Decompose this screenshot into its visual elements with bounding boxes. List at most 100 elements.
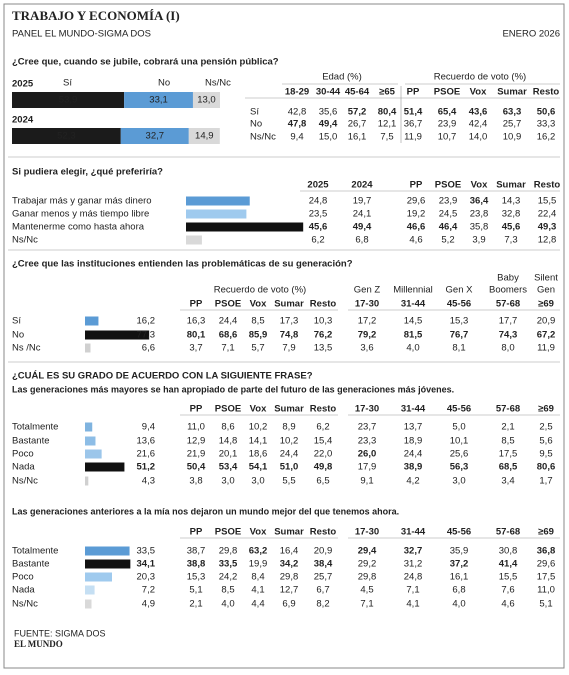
cell: 7,5 xyxy=(380,132,393,143)
cell: 38,7 xyxy=(187,546,206,557)
row-label: Ganar menos y más tiempo libre xyxy=(12,209,149,220)
cell: 8,0 xyxy=(501,343,514,354)
row-label: Bastante xyxy=(12,559,50,570)
row-label: Mantenerme como hasta ahora xyxy=(12,222,145,233)
cell: 41,4 xyxy=(499,559,518,570)
cell: 63,3 xyxy=(503,107,522,118)
column-header: 2024 xyxy=(351,180,373,191)
column-header: 45-56 xyxy=(447,404,471,415)
bar xyxy=(85,599,92,609)
question: ¿Cree que las instituciones entienden la… xyxy=(12,259,353,270)
cell: 34,2 xyxy=(280,559,299,570)
column-header: 17-30 xyxy=(355,299,379,310)
column-header: PSOE xyxy=(215,404,241,415)
cell: 76,2 xyxy=(314,330,333,341)
cell: 8,5 xyxy=(251,316,264,327)
cell: 19,2 xyxy=(407,209,426,220)
cell: 9,5 xyxy=(539,449,552,460)
cell: 5,2 xyxy=(441,235,454,246)
column-header: Vox xyxy=(250,404,267,415)
cell: 4,0 xyxy=(452,599,465,610)
column-header: 45-64 xyxy=(345,87,370,98)
cell: 16,4 xyxy=(280,546,299,557)
cell: 18,6 xyxy=(249,449,268,460)
cell: 29,6 xyxy=(407,196,426,207)
cell: 4,5 xyxy=(360,585,373,596)
cell: 29,8 xyxy=(219,546,238,557)
question: ¿Cree que, cuando se jubile, cobrará una… xyxy=(12,57,279,68)
cell: 24,2 xyxy=(219,572,238,583)
cell: 46,6 xyxy=(407,222,426,233)
value-label: 24,8 xyxy=(309,196,328,207)
column-header: PP xyxy=(190,404,203,415)
cell: 23,8 xyxy=(470,209,489,220)
column-header: Sumar xyxy=(274,299,304,310)
cell: 23,9 xyxy=(439,196,458,207)
legend-label: Ns/Nc xyxy=(205,78,231,89)
cell: 17,9 xyxy=(358,462,377,473)
cell: 4,0 xyxy=(221,599,234,610)
cell: 80,4 xyxy=(378,107,397,118)
row-label: Ns/Nc xyxy=(250,132,276,143)
bar xyxy=(85,343,91,353)
cell: 11,0 xyxy=(537,585,555,596)
column-header: Sumar xyxy=(274,527,304,538)
cell: 47,8 xyxy=(288,119,307,130)
legend-label: No xyxy=(158,78,170,89)
cell: 24,4 xyxy=(219,316,238,327)
bar xyxy=(186,196,250,206)
cell: 11,9 xyxy=(404,132,422,143)
cell: 4,1 xyxy=(406,599,419,610)
cell: 16,1 xyxy=(450,572,469,583)
column-header: 31-44 xyxy=(401,404,426,415)
cell: 43,6 xyxy=(469,107,488,118)
cell: 2,1 xyxy=(501,422,514,433)
cell: 4,0 xyxy=(406,343,419,354)
bar xyxy=(186,222,304,232)
row-label: Sí xyxy=(12,316,21,327)
cell: 26,0 xyxy=(358,449,377,460)
cell: 17,2 xyxy=(358,316,377,327)
column-header: Vox xyxy=(250,527,267,538)
stacked-bar xyxy=(192,92,220,108)
bar xyxy=(85,316,99,326)
cell: 32,7 xyxy=(404,546,423,557)
row-label: Ns/Nc xyxy=(12,476,38,487)
value-label: 16,2 xyxy=(137,316,156,327)
cell: 36,7 xyxy=(404,119,423,130)
cell: 12,8 xyxy=(538,235,557,246)
column-header: PSOE xyxy=(215,299,241,310)
cell: 35,8 xyxy=(470,222,489,233)
statement: Las generaciones anteriores a la mía nos… xyxy=(12,506,399,516)
cell: 16,3 xyxy=(187,316,206,327)
value-label: 77,3 xyxy=(137,330,156,341)
cell: 8,4 xyxy=(251,572,264,583)
cell: 13,7 xyxy=(404,422,423,433)
cell: 20,9 xyxy=(537,316,556,327)
cell: 15,5 xyxy=(538,196,557,207)
cell: 16,1 xyxy=(348,132,367,143)
cell: 57,2 xyxy=(348,107,367,118)
row-label: Poco xyxy=(12,572,34,583)
cell: 19,9 xyxy=(249,559,268,570)
cell: 12,7 xyxy=(280,585,299,596)
generation-name: Gen X xyxy=(446,285,474,296)
group-header: Edad (%) xyxy=(322,72,362,83)
cell: 29,8 xyxy=(280,572,299,583)
cell: 68,6 xyxy=(219,330,238,341)
column-header: Sumar xyxy=(496,180,526,191)
cell: 38,9 xyxy=(404,462,423,473)
cell: 38,4 xyxy=(314,559,333,570)
cell: 46,4 xyxy=(439,222,458,233)
cell: 17,3 xyxy=(280,316,299,327)
cell: 24,4 xyxy=(280,449,299,460)
bar-label: 33,1 xyxy=(149,95,168,106)
cell: 14,5 xyxy=(404,316,423,327)
column-header: PP xyxy=(190,527,203,538)
cell: 10,7 xyxy=(438,132,457,143)
cell: 7,1 xyxy=(360,599,373,610)
cell: 85,9 xyxy=(249,330,268,341)
cell: 9,1 xyxy=(360,476,373,487)
value-label: 9,4 xyxy=(142,422,155,433)
